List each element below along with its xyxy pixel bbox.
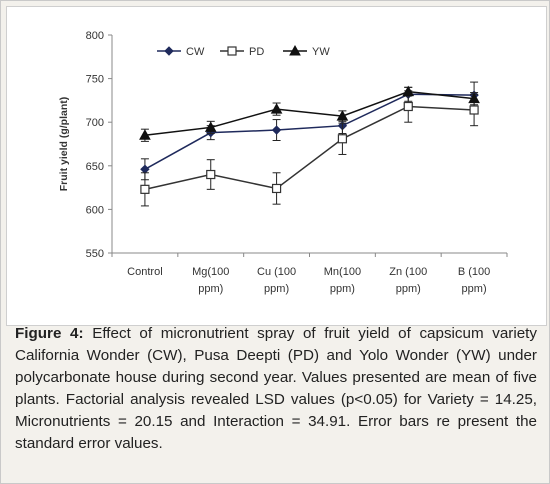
series-line-pd [144, 105, 475, 191]
data-point-yw [139, 129, 151, 140]
chart-area: 550 600 650 700 750 800 Control Mg(100 ppm) Cu (1… [6, 6, 547, 326]
x-tick-label: Cu (100 [257, 266, 296, 278]
x-tick-label: Mg(100 [192, 266, 229, 278]
data-point-yw [402, 85, 415, 97]
data-point-pd [469, 105, 479, 115]
x-tick-label: ppm) [198, 283, 223, 295]
data-point-yw [204, 121, 217, 132]
x-tick-label: B (100 [458, 266, 490, 278]
figure-caption: Figure 4: Effect of micronutrient spray … [15, 323, 537, 455]
data-point-pd [403, 101, 413, 112]
caption-text: Effect of micronutrient spray of fruit y… [15, 325, 537, 452]
data-point-yw [270, 103, 283, 114]
data-point-pd [271, 183, 282, 194]
series-line-yw [144, 90, 475, 137]
y-tick-label: 700 [86, 117, 104, 129]
data-point-cw [140, 164, 150, 174]
y-tick-label: 800 [86, 30, 104, 42]
data-point-yw [468, 92, 480, 104]
data-point-cw [271, 125, 282, 135]
x-tick-label: Control [127, 266, 162, 278]
legend-marker-cw [164, 46, 174, 56]
x-tick-label: ppm) [330, 283, 355, 295]
x-tick-label: Mn(100 [324, 266, 361, 278]
legend-label-yw: YW [312, 46, 330, 58]
line-chart: 550 600 650 700 750 800 Control Mg(100 ppm) Cu (1… [58, 30, 508, 295]
y-tick-label: 550 [86, 248, 104, 260]
y-axis-title: Fruit yield (g/plant) [58, 97, 70, 192]
data-point-pd [140, 184, 150, 194]
series-line-cw [144, 93, 475, 170]
caption-label: Figure 4: [15, 325, 84, 342]
y-tick-label: 600 [86, 204, 104, 216]
y-tick-label: 750 [86, 74, 104, 86]
legend-label-pd: PD [249, 46, 264, 58]
x-tick-label: ppm) [396, 283, 421, 295]
data-point-pd [337, 134, 348, 144]
legend-marker-pd [227, 46, 237, 56]
x-tick-label: Zn (100 [389, 266, 427, 278]
legend-marker-yw [289, 44, 301, 56]
data-point-yw [336, 110, 349, 121]
data-point-pd [206, 169, 216, 180]
x-tick-label: ppm) [462, 283, 487, 295]
x-tick-label: ppm) [264, 283, 289, 295]
y-tick-label: 650 [86, 161, 104, 173]
legend-label-cw: CW [186, 46, 205, 58]
